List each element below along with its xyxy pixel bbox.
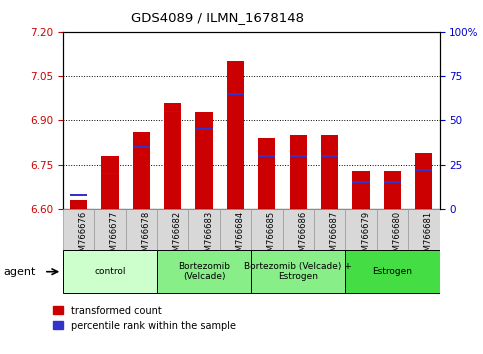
Bar: [353, 171, 369, 209]
Text: GSM766682: GSM766682: [173, 211, 182, 262]
Bar: [384, 182, 401, 183]
Text: GSM766676: GSM766676: [78, 211, 87, 262]
Bar: [415, 153, 432, 209]
Bar: [164, 111, 181, 113]
Bar: [227, 93, 244, 95]
Bar: [283, 209, 314, 250]
Bar: [321, 155, 338, 157]
Bar: [258, 138, 275, 209]
Bar: [101, 156, 118, 209]
Text: control: control: [94, 267, 126, 276]
Text: GSM766678: GSM766678: [142, 211, 150, 262]
Bar: [408, 209, 440, 250]
Text: GSM766681: GSM766681: [424, 211, 433, 262]
Text: GSM766686: GSM766686: [298, 211, 307, 262]
Bar: [377, 209, 408, 250]
Bar: [164, 103, 181, 209]
Text: GSM766680: GSM766680: [393, 211, 401, 262]
Text: Bortezomib
(Velcade): Bortezomib (Velcade): [178, 262, 230, 281]
Bar: [290, 155, 307, 157]
Bar: [384, 171, 401, 209]
Bar: [290, 135, 307, 209]
Text: GSM766683: GSM766683: [204, 211, 213, 262]
Text: GSM766679: GSM766679: [361, 211, 370, 262]
Bar: [63, 251, 157, 293]
Text: GDS4089 / ILMN_1678148: GDS4089 / ILMN_1678148: [131, 11, 304, 24]
Bar: [196, 112, 213, 209]
Bar: [321, 135, 338, 209]
Bar: [126, 209, 157, 250]
Bar: [353, 182, 369, 183]
Text: GSM766685: GSM766685: [267, 211, 276, 262]
Bar: [94, 209, 126, 250]
Text: Bortezomib (Velcade) +
Estrogen: Bortezomib (Velcade) + Estrogen: [244, 262, 352, 281]
Bar: [101, 173, 118, 175]
Text: GSM766684: GSM766684: [236, 211, 244, 262]
Bar: [133, 132, 150, 209]
Bar: [251, 251, 345, 293]
Bar: [220, 209, 251, 250]
Bar: [196, 129, 213, 130]
Bar: [227, 61, 244, 209]
Text: GSM766677: GSM766677: [110, 211, 119, 262]
Bar: [70, 194, 87, 196]
Bar: [251, 209, 283, 250]
Text: agent: agent: [3, 267, 36, 277]
Bar: [345, 209, 377, 250]
Bar: [157, 209, 188, 250]
Text: GSM766687: GSM766687: [329, 211, 339, 262]
Bar: [188, 209, 220, 250]
Legend: transformed count, percentile rank within the sample: transformed count, percentile rank withi…: [53, 306, 236, 331]
Bar: [345, 251, 440, 293]
Bar: [258, 155, 275, 157]
Bar: [415, 169, 432, 171]
Text: Estrogen: Estrogen: [372, 267, 412, 276]
Bar: [314, 209, 345, 250]
Bar: [133, 146, 150, 148]
Bar: [157, 251, 251, 293]
Bar: [63, 209, 94, 250]
Bar: [70, 200, 87, 209]
